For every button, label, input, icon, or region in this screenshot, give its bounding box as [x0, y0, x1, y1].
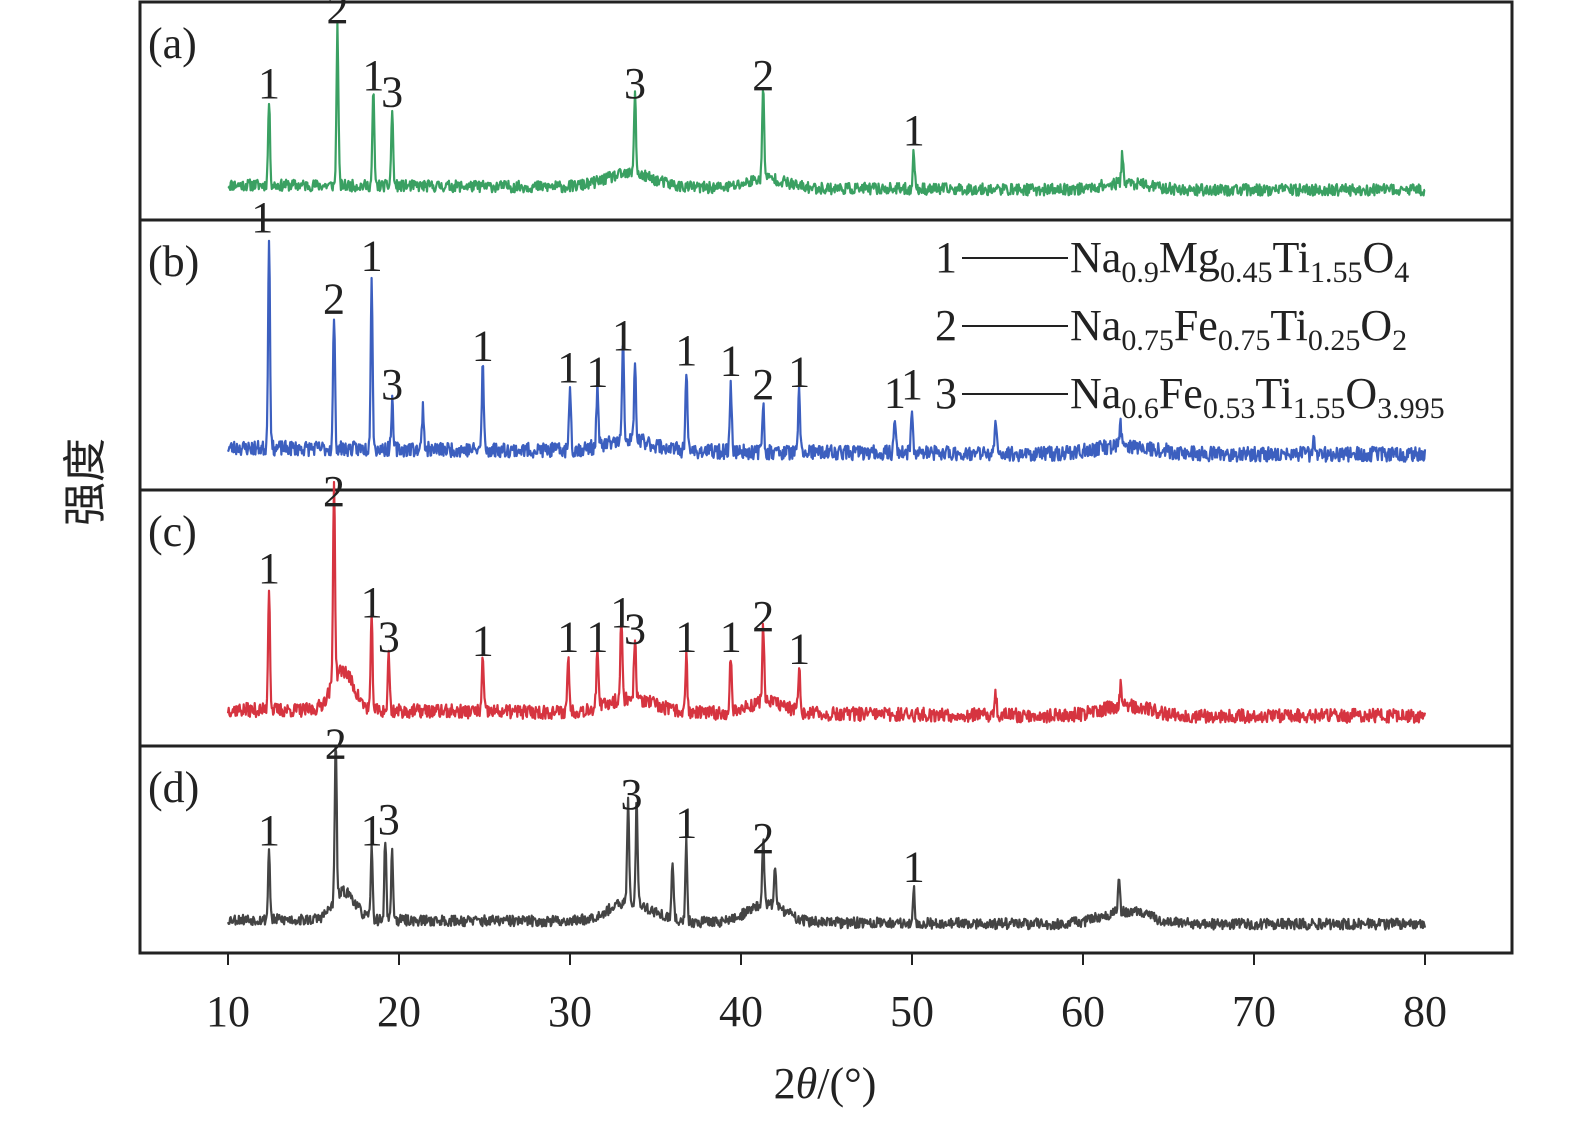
x-tick-label: 20 — [377, 987, 421, 1036]
peak-label: 1 — [258, 59, 280, 108]
peak-label: 1 — [361, 232, 383, 281]
peak-label: 1 — [720, 337, 742, 386]
panel-label: (d) — [148, 763, 199, 812]
peak-label: 2 — [752, 360, 774, 409]
peak-label: 1 — [361, 806, 383, 855]
peak-label: 3 — [378, 795, 400, 844]
series-line — [226, 239, 1427, 463]
x-tick-label: 50 — [890, 987, 934, 1036]
peak-label: 1 — [472, 616, 494, 665]
legend-number: 1 — [935, 233, 957, 282]
legend-number: 2 — [935, 301, 957, 350]
peak-label: 1 — [362, 51, 384, 100]
peak-label: 1 — [675, 326, 697, 375]
peak-label: 1 — [610, 588, 632, 637]
x-axis: 10 20 30 40 50 60 70 80 — [206, 953, 1447, 1036]
x-tick-label: 40 — [719, 987, 763, 1036]
peak-label: 3 — [624, 59, 646, 108]
peak-label: 1 — [258, 544, 280, 593]
y-axis-label: 强度 — [60, 438, 111, 526]
legend-formula: Na0.6Fe0.53Ti1.55O3.995 — [1070, 369, 1445, 425]
legend-number: 3 — [935, 369, 957, 418]
series-line — [227, 21, 1426, 197]
peak-label: 1 — [472, 322, 494, 371]
peak-label: 2 — [323, 274, 345, 323]
peak-label: 1 — [557, 612, 579, 661]
peak-label: 1 — [557, 343, 579, 392]
panel-frame — [138, 744, 1514, 955]
legend-formula: Na0.9Mg0.45Ti1.55O4 — [1070, 233, 1409, 289]
peak-label: 3 — [381, 68, 403, 117]
peak-label: 3 — [624, 604, 646, 653]
legend: 1 Na0.9Mg0.45Ti1.55O4 2 Na0.75Fe0.75Ti0.25O… — [935, 233, 1445, 425]
peak-label: 1 — [901, 360, 923, 409]
x-tick-label: 60 — [1061, 987, 1105, 1036]
x-tick-label: 10 — [206, 987, 250, 1036]
x-tick-label: 30 — [548, 987, 592, 1036]
panel-label: (a) — [148, 19, 197, 68]
peak-label: 1 — [720, 612, 742, 661]
peak-label: 1 — [675, 612, 697, 661]
peak-label: 1 — [675, 798, 697, 847]
peak-label: 1 — [903, 842, 925, 891]
peak-label: 1 — [251, 193, 273, 242]
peak-label: 2 — [752, 814, 774, 863]
x-tick-label: 80 — [1403, 987, 1447, 1036]
panel-label: (b) — [148, 237, 199, 286]
series-line — [226, 747, 1427, 931]
peak-label: 3 — [381, 360, 403, 409]
peak-label: 3 — [378, 612, 400, 661]
panel-label: (c) — [148, 507, 197, 556]
peak-label: 3 — [621, 770, 643, 819]
peak-label: 2 — [323, 467, 345, 516]
peak-label: 1 — [361, 578, 383, 627]
peak-label: 1 — [903, 106, 925, 155]
legend-formula: Na0.75Fe0.75Ti0.25O2 — [1070, 301, 1407, 357]
peak-label: 2 — [326, 0, 348, 33]
peak-label: 2 — [752, 51, 774, 100]
panel-frame — [138, 488, 1514, 748]
series-line — [226, 480, 1427, 725]
peak-label: 2 — [325, 720, 347, 769]
peak-label: 1 — [586, 347, 608, 396]
peak-label: 2 — [752, 592, 774, 641]
x-tick-label: 70 — [1232, 987, 1276, 1036]
peak-label: 1 — [788, 347, 810, 396]
peak-label: 1 — [788, 624, 810, 673]
peak-label: 1 — [586, 612, 608, 661]
peak-label: 1 — [884, 369, 906, 418]
x-axis-label: 2θ/(°) — [774, 1059, 877, 1108]
peak-label: 1 — [258, 806, 280, 855]
peak-label: 1 — [612, 311, 634, 360]
